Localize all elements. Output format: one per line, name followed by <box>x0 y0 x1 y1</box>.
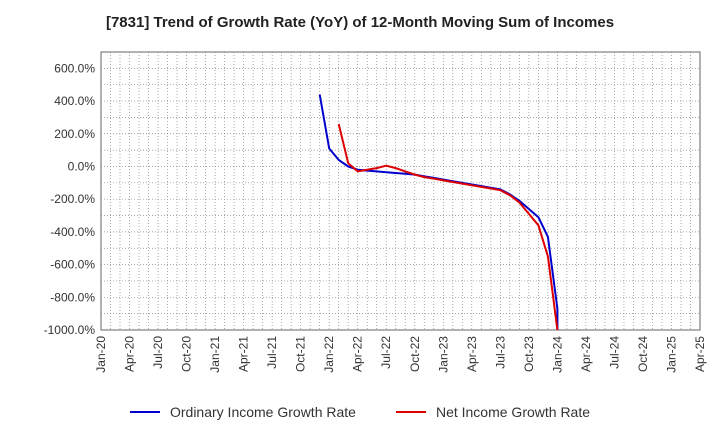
x-tick-label: Jul-20 <box>151 336 165 369</box>
y-tick-label: 400.0% <box>54 94 95 108</box>
y-tick-label: -200.0% <box>50 192 95 206</box>
x-tick-label: Apr-20 <box>123 336 137 372</box>
x-tick-label: Jan-23 <box>436 336 450 373</box>
x-tick-label: Jan-24 <box>550 336 564 373</box>
x-tick-label: Apr-23 <box>465 336 479 372</box>
legend-label-ordinary: Ordinary Income Growth Rate <box>169 404 356 420</box>
y-tick-label: -600.0% <box>50 258 95 272</box>
x-tick-label: Jan-21 <box>208 336 222 373</box>
chart-legend: Ordinary Income Growth Rate Net Income G… <box>0 404 720 420</box>
legend-swatch-net <box>395 411 426 413</box>
chart-title: [7831] Trend of Growth Rate (YoY) of 12-… <box>105 14 615 31</box>
legend-item-net: Net Income Growth Rate <box>395 404 591 420</box>
x-tick-label: Jan-25 <box>664 336 678 373</box>
x-tick-label: Apr-25 <box>693 336 707 372</box>
x-tick-label: Apr-21 <box>237 336 251 372</box>
y-tick-label: -400.0% <box>50 225 95 239</box>
x-tick-label: Oct-22 <box>408 336 422 372</box>
legend-swatch-ordinary <box>129 411 160 413</box>
x-tick-label: Oct-23 <box>522 336 536 372</box>
y-tick-label: 200.0% <box>54 127 95 141</box>
x-tick-label: Jan-22 <box>322 336 336 373</box>
x-tick-label: Oct-20 <box>180 336 194 372</box>
series-line-net-income <box>337 123 559 331</box>
y-tick-label: -1000.0% <box>44 323 96 337</box>
x-tick-label: Apr-24 <box>579 336 593 372</box>
x-tick-label: Jan-20 <box>94 336 108 373</box>
legend-item-ordinary: Ordinary Income Growth Rate <box>129 404 356 420</box>
x-tick-label: Apr-22 <box>351 336 365 372</box>
plot-area <box>100 51 701 331</box>
x-tick-label: Jul-21 <box>265 336 279 369</box>
y-tick-label: 600.0% <box>54 61 95 75</box>
x-tick-label: Jul-23 <box>493 336 507 369</box>
y-tick-label: 0.0% <box>68 159 96 173</box>
legend-label-net: Net Income Growth Rate <box>435 404 591 420</box>
x-tick-label: Jul-22 <box>379 336 393 369</box>
x-tick-label: Jul-24 <box>607 336 621 369</box>
x-tick-label: Oct-21 <box>294 336 308 372</box>
x-tick-label: Oct-24 <box>636 336 650 372</box>
y-tick-label: -800.0% <box>50 290 95 304</box>
